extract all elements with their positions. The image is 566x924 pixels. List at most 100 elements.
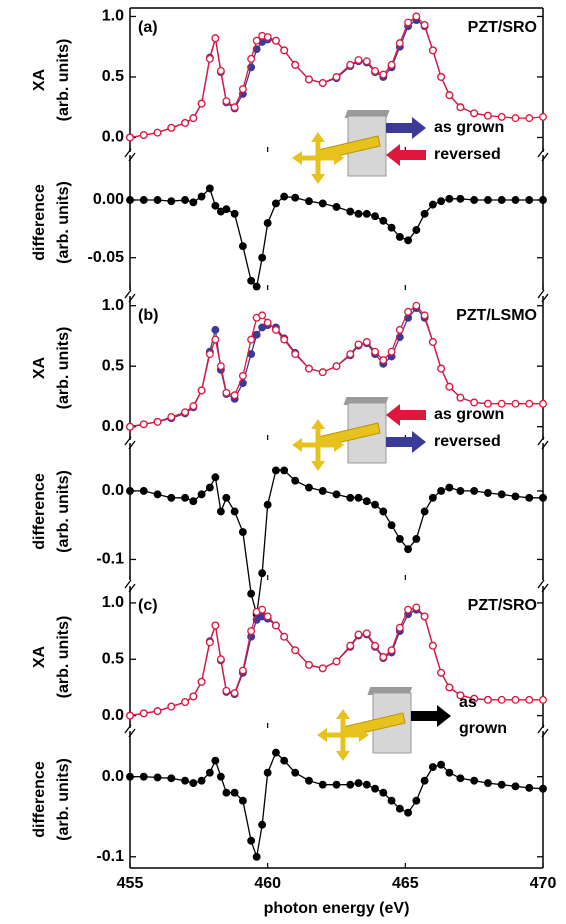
data-point	[483, 111, 492, 120]
data-point	[280, 632, 289, 641]
data-point	[511, 492, 520, 501]
data-point	[412, 796, 421, 805]
data-point	[525, 783, 534, 792]
axis-break	[541, 440, 549, 450]
data-point	[211, 325, 220, 334]
y-tick-label: 1.0	[102, 8, 124, 25]
data-point	[258, 820, 267, 829]
data-point	[305, 197, 313, 206]
axis-break	[128, 293, 136, 303]
data-point	[305, 776, 313, 785]
data-point	[346, 641, 355, 650]
data-point	[456, 393, 465, 402]
data-point	[445, 483, 454, 492]
data-point	[258, 253, 267, 262]
data-point	[189, 114, 198, 123]
data-point	[197, 776, 206, 785]
data-point	[412, 534, 421, 543]
data-point	[346, 350, 355, 359]
data-point	[216, 507, 225, 516]
data-point	[247, 589, 256, 598]
data-point	[332, 202, 341, 211]
data-point	[167, 774, 176, 783]
polarization-head	[359, 728, 369, 742]
data-point	[354, 340, 363, 349]
y-label: difference	[31, 184, 48, 261]
polarization-head	[311, 174, 325, 184]
data-point	[497, 490, 506, 499]
data-point	[271, 466, 280, 475]
data-point	[387, 796, 396, 805]
data-point	[216, 362, 225, 371]
data-point	[238, 796, 247, 805]
y-tick-label: 0.0	[102, 707, 124, 724]
data-point	[420, 311, 429, 320]
data-point	[412, 226, 421, 234]
y-label: XA	[31, 645, 48, 668]
data-point	[205, 184, 214, 193]
data-point	[139, 772, 148, 781]
data-point	[258, 311, 267, 320]
data-point	[230, 689, 239, 698]
data-point	[371, 212, 379, 221]
data-point	[371, 500, 379, 509]
data-point	[181, 196, 190, 204]
data-point	[379, 356, 388, 365]
polarization-head	[311, 461, 325, 471]
y-label: difference	[31, 473, 48, 550]
axis-break	[541, 293, 549, 303]
x-tick-label: 470	[530, 875, 557, 892]
data-point	[332, 780, 341, 789]
legend-arrow	[386, 144, 426, 166]
data-point	[189, 198, 198, 207]
data-point	[362, 209, 371, 218]
series-line	[130, 751, 544, 860]
data-point	[379, 653, 388, 661]
y-tick-label: 0.0	[102, 482, 124, 499]
data-point	[428, 338, 437, 346]
data-point	[346, 780, 355, 789]
legend-label: reversed	[434, 146, 501, 163]
data-point	[181, 698, 190, 707]
polarization-head	[334, 438, 344, 452]
data-point	[483, 196, 492, 204]
data-point	[387, 347, 396, 356]
data-point	[197, 386, 206, 395]
data-point	[181, 776, 190, 785]
data-point	[197, 192, 206, 201]
data-point	[332, 490, 341, 499]
polarization-head	[334, 151, 344, 165]
data-point	[511, 114, 520, 123]
data-point	[483, 489, 492, 497]
data-point	[470, 776, 479, 785]
data-point	[126, 196, 134, 204]
data-point	[539, 695, 547, 704]
data-point	[379, 216, 388, 225]
data-point	[153, 490, 162, 499]
data-point	[379, 788, 388, 797]
data-point	[346, 60, 355, 69]
polarization-head	[336, 709, 350, 719]
data-point	[263, 500, 272, 509]
data-point	[167, 702, 176, 711]
data-point	[153, 417, 162, 426]
y-label: (arb. units)	[55, 470, 72, 553]
data-point	[305, 75, 313, 84]
data-point	[437, 197, 446, 206]
data-point	[280, 46, 289, 55]
data-point	[238, 528, 247, 536]
data-point	[247, 335, 256, 344]
data-point	[332, 362, 341, 371]
data-point	[354, 779, 363, 788]
data-point	[354, 56, 363, 64]
data-point	[205, 54, 214, 63]
axis-break	[541, 152, 549, 162]
y-tick-label: 0.0	[102, 418, 124, 435]
data-point	[437, 73, 446, 81]
data-point	[539, 112, 547, 121]
data-point	[211, 621, 220, 630]
data-point	[189, 402, 198, 411]
data-point	[263, 219, 272, 228]
data-point	[291, 476, 300, 485]
data-point	[318, 199, 327, 208]
